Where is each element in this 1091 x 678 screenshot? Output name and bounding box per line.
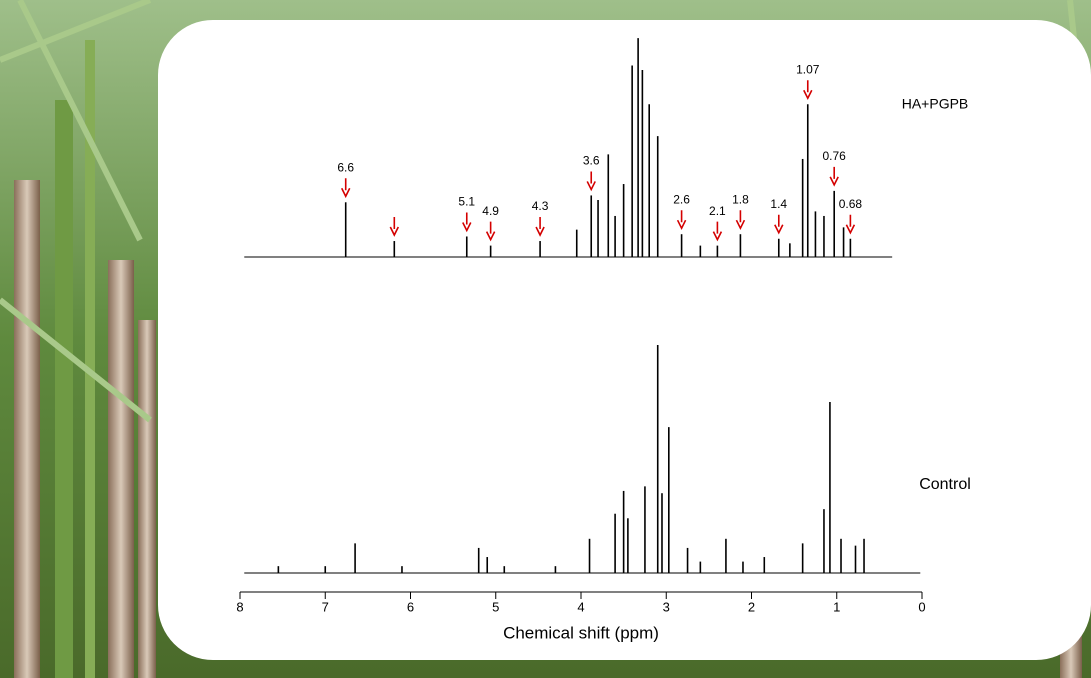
arrow — [586, 171, 596, 192]
annotation: 1.07 — [796, 62, 820, 76]
annotation: 1.4 — [770, 197, 787, 211]
annotation: 6.6 — [337, 160, 354, 174]
arrow — [712, 221, 723, 242]
x-tick-label: 8 — [236, 599, 243, 614]
annotation: 2.6 — [673, 192, 690, 206]
annotation: 3.6 — [583, 154, 600, 168]
arrow — [535, 217, 545, 237]
arrow — [845, 214, 856, 235]
arrow — [676, 210, 687, 230]
x-tick-label: 0 — [918, 599, 925, 614]
annotation: 5.1 — [458, 195, 475, 209]
x-tick-label: 1 — [833, 599, 840, 614]
annotation: 1.8 — [732, 192, 749, 206]
panel — [158, 20, 1091, 660]
annotation: 2.1 — [709, 204, 726, 218]
arrow — [389, 217, 400, 237]
arrow — [485, 221, 496, 242]
series-label: Control — [919, 476, 971, 493]
arrow — [803, 80, 813, 101]
annotation: 4.9 — [482, 204, 499, 218]
x-tick-label: 4 — [577, 599, 584, 614]
x-tick-label: 3 — [663, 599, 670, 614]
x-tick-label: 6 — [407, 599, 414, 614]
annotation: 4.3 — [532, 199, 549, 213]
annotation: 0.76 — [823, 149, 847, 163]
arrow — [340, 178, 351, 199]
x-tick-label: 5 — [492, 599, 499, 614]
x-axis-title: Chemical shift (ppm) — [503, 623, 659, 642]
annotation: 0.68 — [839, 197, 863, 211]
arrow — [774, 214, 784, 235]
series-label: HA+PGPB — [902, 96, 969, 112]
arrow — [462, 212, 472, 233]
x-tick-label: 7 — [322, 599, 329, 614]
x-tick-label: 2 — [748, 599, 755, 614]
arrow — [829, 166, 839, 187]
arrow — [735, 210, 746, 230]
